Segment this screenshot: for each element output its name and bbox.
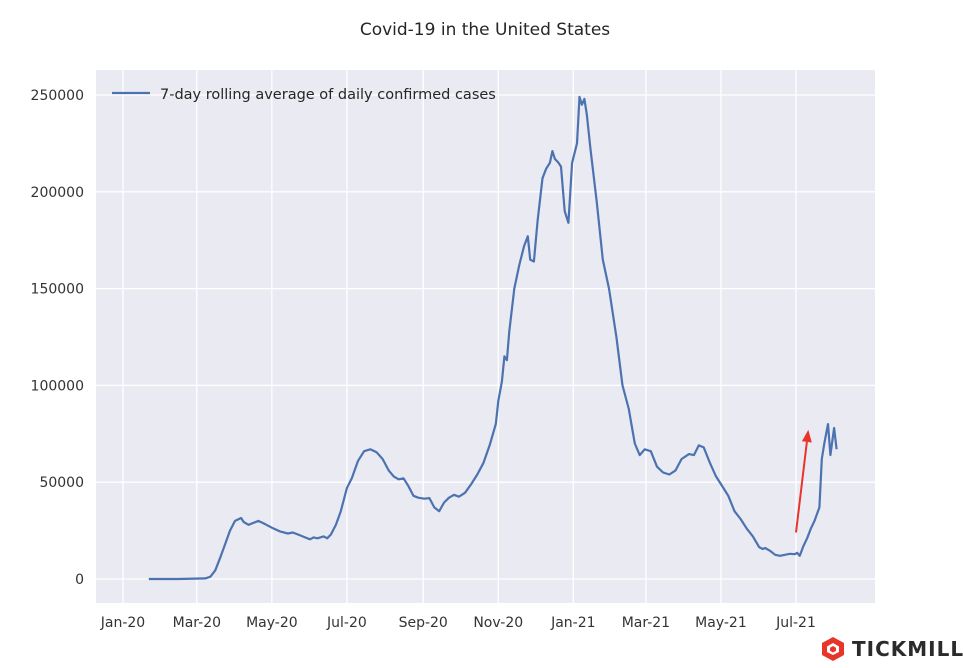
x-tick-label: Sep-20	[399, 615, 448, 631]
arrow-head	[801, 429, 812, 443]
x-tick-label: May-20	[246, 615, 298, 631]
chart-title: Covid-19 in the United States	[360, 20, 610, 40]
x-tick-label: May-21	[695, 615, 747, 631]
series-lines	[148, 95, 838, 581]
grid-lines	[96, 70, 875, 603]
tickmill-logo: TICKMILL	[820, 636, 963, 662]
legend: 7-day rolling average of daily confirmed…	[112, 87, 496, 103]
y-tick-label: 100000	[31, 378, 84, 394]
plot-area	[96, 70, 875, 603]
y-axis-tick-labels: 0 50000 100000 150000 200000 250000	[31, 88, 84, 588]
x-tick-label: Jan-21	[550, 615, 595, 631]
x-tick-label: Jan-20	[100, 615, 145, 631]
annotations	[795, 429, 812, 533]
x-tick-label: Nov-20	[473, 615, 523, 631]
y-tick-label: 50000	[39, 475, 84, 491]
y-tick-label: 250000	[31, 88, 84, 104]
y-tick-label: 150000	[31, 282, 84, 298]
x-tick-label: Jul-20	[326, 615, 367, 631]
logo-text: TICKMILL	[852, 637, 963, 661]
x-tick-label: Mar-20	[173, 615, 221, 631]
tickmill-logo-icon	[822, 637, 844, 661]
legend-label: 7-day rolling average of daily confirmed…	[160, 87, 496, 103]
y-tick-label: 0	[75, 572, 84, 588]
series-line	[148, 95, 838, 581]
y-tick-label: 200000	[31, 185, 84, 201]
arrow-shaft	[795, 441, 808, 533]
x-tick-label: Jul-21	[775, 615, 816, 631]
x-tick-label: Mar-21	[622, 615, 670, 631]
x-axis-tick-labels: Jan-20 Mar-20 May-20 Jul-20 Sep-20 Nov-20 Jan-…	[100, 615, 816, 631]
